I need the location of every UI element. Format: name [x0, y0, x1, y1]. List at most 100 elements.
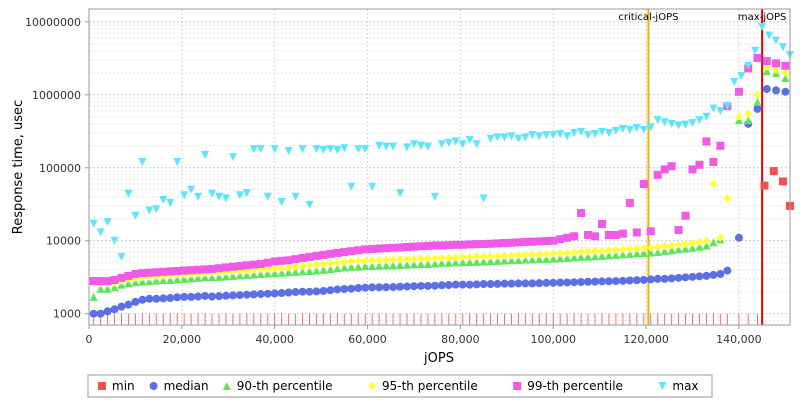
- data-point: [277, 264, 286, 273]
- data-point: [604, 128, 613, 137]
- data-point: [235, 191, 244, 200]
- data-point: [760, 181, 769, 190]
- data-point: [110, 275, 119, 284]
- data-point: [430, 259, 439, 268]
- data-point: [451, 253, 460, 262]
- data-point: [208, 189, 217, 198]
- data-point: [542, 254, 551, 263]
- data-point: [563, 253, 572, 262]
- data-points: [89, 22, 794, 318]
- data-point: [597, 246, 606, 255]
- data-point: [242, 270, 251, 279]
- data-point: [514, 255, 523, 264]
- data-point: [326, 259, 335, 268]
- data-point: [340, 285, 349, 294]
- data-point: [772, 86, 781, 95]
- data-point: [472, 252, 481, 261]
- data-point: [577, 277, 586, 286]
- data-point: [639, 179, 648, 188]
- data-point: [556, 254, 565, 263]
- data-point: [326, 286, 335, 295]
- data-point: [584, 277, 593, 286]
- data-point: [409, 242, 418, 251]
- data-point: [124, 300, 133, 309]
- data-point: [138, 277, 147, 286]
- data-point: [89, 219, 98, 228]
- data-point: [695, 116, 704, 125]
- data-point: [124, 189, 133, 198]
- data-point: [409, 260, 418, 269]
- data-point: [347, 262, 356, 271]
- data-point: [521, 133, 530, 142]
- x-tick-label: 40,000: [255, 333, 294, 346]
- data-point: [319, 265, 328, 274]
- data-point: [228, 291, 237, 300]
- data-point: [458, 140, 467, 149]
- data-point: [646, 227, 655, 236]
- y-tick-label: 10000000: [25, 16, 81, 29]
- data-point: [604, 246, 613, 255]
- data-point: [340, 248, 349, 257]
- data-point: [103, 284, 112, 293]
- data-point: [500, 133, 509, 142]
- data-point: [263, 192, 272, 201]
- data-point: [479, 252, 488, 261]
- data-point: [173, 293, 182, 302]
- data-point: [444, 253, 453, 262]
- data-point: [409, 255, 418, 264]
- data-point: [312, 251, 321, 260]
- data-point: [389, 255, 398, 264]
- data-point: [584, 247, 593, 256]
- data-point: [632, 124, 641, 133]
- data-point: [570, 278, 579, 287]
- data-point: [465, 280, 474, 289]
- data-point: [507, 256, 516, 265]
- data-point: [298, 253, 307, 262]
- data-point: [430, 192, 439, 201]
- data-point: [340, 144, 349, 153]
- y-tick-label: 1000: [53, 308, 81, 321]
- data-point: [375, 256, 384, 265]
- data-point: [570, 232, 579, 241]
- data-point: [521, 255, 530, 264]
- data-point: [451, 258, 460, 267]
- data-point: [514, 134, 523, 143]
- data-point: [695, 160, 704, 169]
- data-point: [138, 295, 147, 304]
- threshold-label: critical-jOPS: [618, 12, 678, 23]
- data-point: [361, 283, 370, 292]
- data-point: [702, 112, 711, 121]
- data-point: [117, 273, 126, 282]
- data-point: [89, 277, 98, 286]
- data-point: [312, 260, 321, 269]
- data-point: [361, 256, 370, 265]
- data-point: [472, 257, 481, 266]
- data-point: [535, 255, 544, 264]
- data-point: [263, 289, 272, 298]
- data-point: [96, 277, 105, 286]
- data-point: [145, 268, 154, 277]
- data-point: [528, 131, 537, 140]
- tick-labels: 0 20,000 40,000 60,000 80,000 100,000 120,000 1…: [25, 16, 762, 346]
- data-point: [507, 238, 516, 247]
- data-point: [604, 277, 613, 286]
- data-point: [779, 43, 788, 52]
- data-point: [312, 266, 321, 275]
- data-point: [131, 211, 140, 220]
- data-point: [333, 258, 342, 267]
- data-point: [375, 141, 384, 150]
- data-point: [437, 281, 446, 290]
- data-point: [744, 109, 753, 118]
- data-point: [403, 255, 412, 264]
- data-point: [298, 145, 307, 154]
- data-point: [221, 194, 230, 203]
- data-point: [368, 283, 377, 292]
- data-point: [221, 272, 230, 281]
- data-point: [762, 67, 771, 76]
- data-point: [702, 241, 711, 250]
- data-point: [674, 226, 683, 235]
- data-point: [375, 261, 384, 270]
- data-point: [361, 145, 370, 154]
- data-point: [507, 132, 516, 141]
- data-point: [549, 131, 558, 140]
